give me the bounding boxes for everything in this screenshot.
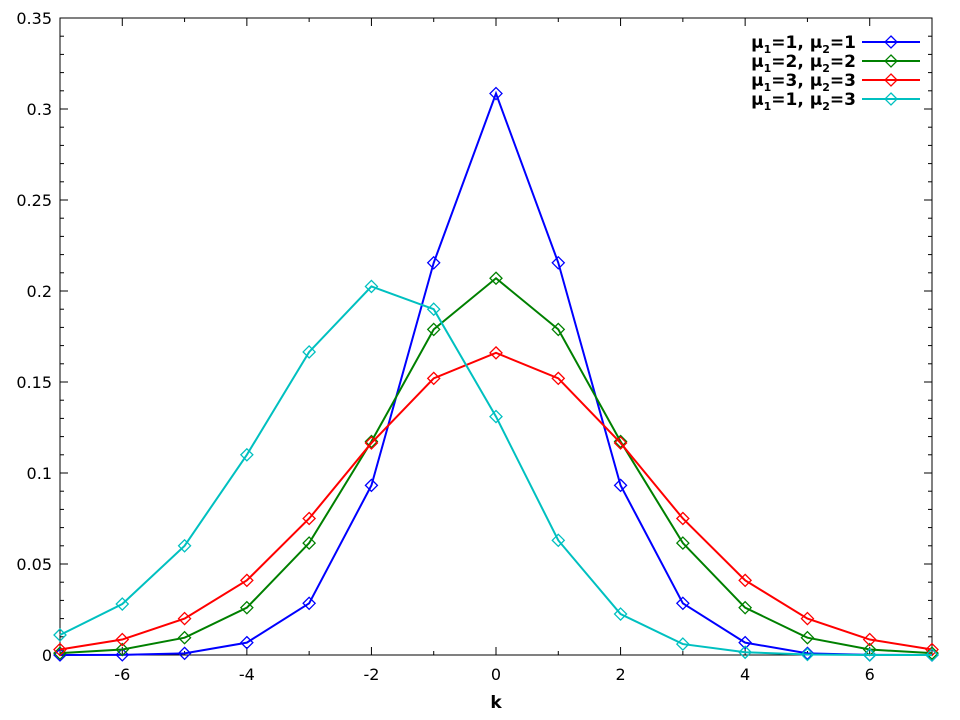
legend-label: μ1=2, μ2=2	[751, 52, 856, 75]
data-point	[364, 478, 379, 493]
y-tick-label: 0.35	[16, 9, 52, 28]
legend-swatch-marker	[884, 35, 898, 49]
data-point	[364, 279, 379, 294]
data-point	[675, 596, 690, 611]
data-point	[426, 322, 441, 337]
y-tick-label: 0.3	[27, 100, 52, 119]
data-point	[551, 371, 566, 386]
series-line	[59, 276, 933, 655]
x-tick-label: -6	[114, 665, 130, 684]
data-point	[489, 86, 503, 101]
x-axis-title: k	[490, 693, 502, 713]
data-point	[551, 255, 566, 270]
y-tick-label: 0.1	[27, 464, 52, 483]
y-tick-label: 0	[42, 646, 52, 665]
legend-swatch-marker	[884, 54, 898, 68]
x-axis-ticks: -6 -4 -2 0 2 4 6	[59, 18, 933, 684]
data-point	[675, 511, 690, 526]
series-line	[59, 90, 933, 656]
data-point	[738, 600, 753, 615]
y-tick-label: 0.05	[16, 555, 52, 574]
data-point	[115, 597, 130, 611]
data-point	[675, 536, 690, 550]
y-axis-ticks: 0 0.05 0.1 0.15 0.2 0.25 0.3 0.35	[16, 9, 932, 665]
x-tick-label: -2	[363, 665, 379, 684]
data-point	[738, 573, 753, 588]
data-point	[426, 302, 441, 317]
y-tick-label: 0.15	[16, 373, 52, 392]
data-point	[239, 573, 254, 588]
data-point	[177, 630, 192, 645]
data-point	[613, 478, 628, 493]
data-point	[426, 371, 441, 386]
data-point	[53, 628, 67, 642]
data-point	[800, 646, 815, 661]
data-point	[177, 611, 192, 626]
data-point	[115, 632, 130, 647]
data-point	[925, 648, 939, 662]
data-point	[302, 596, 317, 611]
series-line	[59, 285, 932, 656]
data-point	[364, 436, 379, 450]
data-point	[551, 533, 566, 548]
data-point	[738, 635, 753, 650]
data-point	[239, 600, 254, 615]
x-tick-label: -4	[239, 665, 255, 684]
y-tick-label: 0.2	[27, 282, 52, 301]
data-point	[302, 536, 317, 550]
y-tick-label: 0.25	[16, 191, 52, 210]
data-point	[53, 642, 67, 657]
data-point	[551, 322, 566, 337]
x-tick-label: 0	[491, 665, 501, 684]
data-point	[738, 645, 753, 660]
series-3	[53, 345, 939, 657]
legend-label: μ1=1, μ2=1	[751, 33, 856, 56]
data-point	[489, 409, 503, 424]
data-point	[862, 648, 877, 662]
series-2	[53, 271, 939, 661]
series-4	[53, 279, 939, 662]
series-layer	[53, 86, 939, 662]
data-point	[239, 447, 254, 462]
data-point	[115, 642, 130, 657]
data-point	[862, 632, 877, 647]
legend: μ1=1, μ2=1μ1=2, μ2=2μ1=3, μ2=3μ1=1, μ2=3	[751, 33, 920, 113]
x-tick-label: 4	[740, 665, 750, 684]
legend-label: μ1=3, μ2=3	[751, 71, 856, 94]
data-point	[613, 607, 628, 621]
data-point	[489, 271, 503, 286]
data-point	[239, 635, 254, 650]
data-point	[177, 646, 192, 661]
data-point	[489, 345, 503, 360]
data-point	[613, 436, 628, 450]
plot-frame	[59, 17, 933, 656]
data-point	[302, 511, 317, 526]
data-point	[177, 538, 192, 553]
legend-swatch-marker	[884, 73, 898, 87]
data-point	[675, 637, 690, 651]
data-point	[115, 647, 130, 662]
legend-swatch-marker	[884, 92, 898, 106]
data-point	[800, 630, 815, 645]
x-tick-label: 6	[865, 665, 875, 684]
series-1	[53, 86, 939, 662]
legend-label: μ1=1, μ2=3	[751, 90, 856, 113]
data-point	[426, 255, 441, 270]
data-point	[800, 647, 815, 662]
x-tick-label: 2	[615, 665, 625, 684]
data-point	[800, 611, 815, 626]
series-line	[59, 351, 933, 651]
data-point	[302, 345, 317, 359]
